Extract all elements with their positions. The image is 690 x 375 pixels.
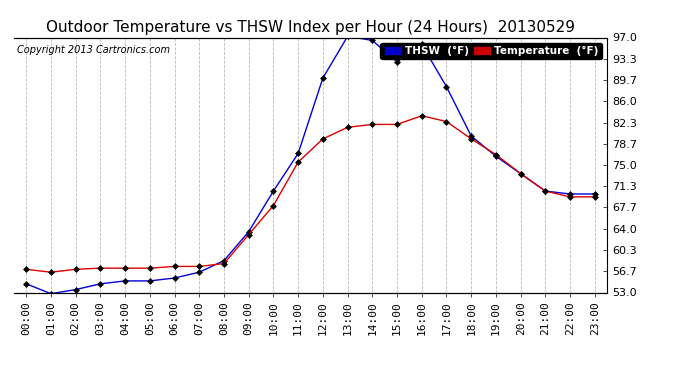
Text: Copyright 2013 Cartronics.com: Copyright 2013 Cartronics.com: [17, 45, 170, 55]
Title: Outdoor Temperature vs THSW Index per Hour (24 Hours)  20130529: Outdoor Temperature vs THSW Index per Ho…: [46, 20, 575, 35]
Legend: THSW  (°F), Temperature  (°F): THSW (°F), Temperature (°F): [380, 43, 602, 59]
